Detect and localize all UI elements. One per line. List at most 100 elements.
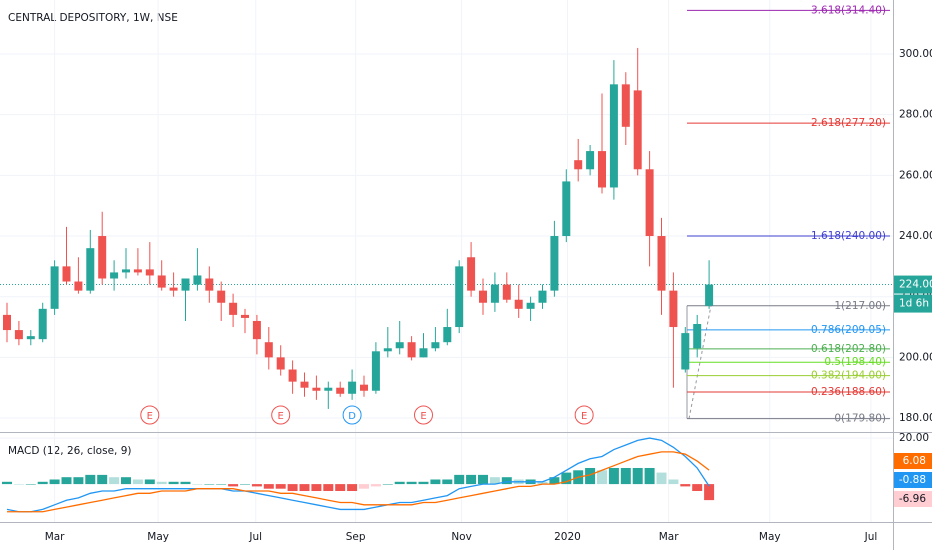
candle-body <box>490 284 499 303</box>
histogram-bar <box>37 481 48 485</box>
candle-body <box>3 314 11 331</box>
histogram-bar <box>430 479 441 485</box>
candle-body <box>407 342 416 358</box>
candle-body <box>62 266 71 282</box>
histogram-bar <box>668 479 679 485</box>
histogram-bar <box>597 470 607 485</box>
candle-body <box>217 290 226 303</box>
histogram-bar <box>144 479 155 485</box>
candle-body <box>324 387 333 391</box>
histogram-bar <box>263 484 274 489</box>
y-tick-label: 240.00 <box>899 230 932 242</box>
histogram-bar <box>216 484 227 485</box>
candle-body <box>157 275 166 288</box>
candle-body <box>479 290 487 303</box>
value-badge-label: 6.08 <box>903 455 926 467</box>
candle-body <box>26 336 35 340</box>
candle-body <box>122 269 130 273</box>
candle-body <box>395 342 404 349</box>
histogram-bar <box>2 481 12 485</box>
candle-body <box>514 299 523 309</box>
histogram-bar <box>549 477 560 485</box>
histogram-bar <box>394 481 405 485</box>
candle-body <box>74 281 83 291</box>
histogram-bar <box>478 474 488 485</box>
y-tick-label: 200.00 <box>899 351 932 363</box>
candle-body <box>526 302 535 309</box>
histogram-bar <box>418 481 429 485</box>
histogram-bar <box>561 472 572 485</box>
candle-body <box>371 351 380 391</box>
histogram-bar <box>347 484 358 491</box>
histogram-bar <box>632 467 643 485</box>
histogram-bar <box>192 484 203 485</box>
candle-body <box>98 236 107 279</box>
histogram-bar <box>287 484 298 491</box>
fib-label: 2.618(277.20) <box>811 117 886 129</box>
symbol-title: CENTRAL DEPOSITORY, 1W, NSE <box>8 12 178 24</box>
candle-body <box>693 324 702 349</box>
histogram-bar <box>680 484 691 487</box>
fib-label: 3.618(314.40) <box>811 4 886 16</box>
event-marker <box>271 405 291 425</box>
x-tick-label: Sep <box>346 531 366 543</box>
histogram-bar <box>359 484 369 489</box>
candle-body <box>181 278 190 291</box>
event-label: E <box>278 411 284 422</box>
histogram-bar <box>692 484 703 491</box>
histogram-bar <box>489 477 500 485</box>
price-badge <box>894 275 932 294</box>
x-tick-label: May <box>147 531 169 543</box>
candle-body <box>502 284 511 300</box>
candle-body <box>14 330 23 340</box>
candle-body <box>455 266 464 328</box>
x-tick-label: May <box>759 531 781 543</box>
histogram-bar <box>311 484 322 491</box>
x-tick-label: Mar <box>45 531 65 543</box>
candle-body <box>562 181 571 237</box>
candle-body <box>252 320 261 340</box>
histogram-bar <box>49 479 60 485</box>
histogram-bar <box>180 481 191 485</box>
candle-body <box>657 236 666 291</box>
fib-label: 0(179.80) <box>834 413 886 425</box>
histogram-bar <box>132 479 143 485</box>
x-tick-label: Jul <box>864 531 878 543</box>
candle-body <box>38 308 47 340</box>
histogram-bar <box>13 484 24 485</box>
candle-body <box>300 381 309 388</box>
candle-body <box>669 290 678 328</box>
countdown-label: 1d 6h <box>899 298 929 310</box>
histogram-bar <box>370 484 381 487</box>
candle-body <box>288 369 297 382</box>
histogram-bar <box>275 484 286 489</box>
y-tick-label: 180.00 <box>899 412 932 424</box>
candle-body <box>336 387 345 394</box>
candle-body <box>681 333 690 370</box>
candle-body <box>574 160 583 170</box>
event-label: E <box>420 411 426 422</box>
histogram-bar <box>61 477 72 485</box>
histogram-bar <box>501 477 512 485</box>
candle-body <box>467 257 476 291</box>
histogram-bar <box>466 474 477 485</box>
y-tick-label: 280.00 <box>899 109 932 121</box>
event-label: D <box>348 411 356 422</box>
y-tick-label: 260.00 <box>899 169 932 181</box>
candle-body <box>86 248 95 291</box>
candle-body <box>550 236 559 291</box>
candle-body <box>169 287 178 291</box>
histogram-bar <box>608 467 619 485</box>
fib-label: 0.618(202.80) <box>811 343 886 355</box>
histogram-bar <box>121 477 131 485</box>
candle-body <box>633 90 642 170</box>
countdown-badge <box>894 294 932 313</box>
fib-label: 0.786(209.05) <box>811 324 886 336</box>
histogram-bar <box>168 481 179 485</box>
value-badge-label: -0.88 <box>899 474 926 486</box>
candle-body <box>538 290 547 303</box>
value-badge <box>894 453 932 469</box>
histogram-bar <box>25 484 36 485</box>
histogram-bar <box>704 484 715 501</box>
